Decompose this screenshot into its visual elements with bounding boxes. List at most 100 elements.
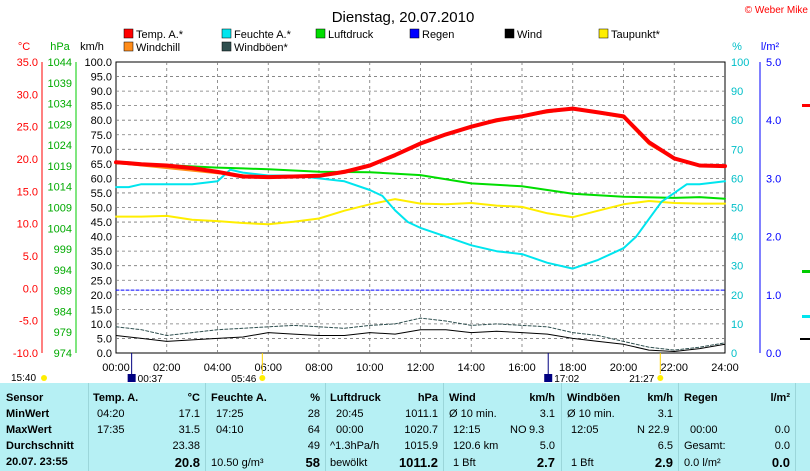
legend-label: Taupunkt* bbox=[611, 29, 661, 41]
pressure-tick-label: 1034 bbox=[48, 99, 72, 111]
legend-label: Wind bbox=[517, 29, 542, 41]
sun-markers: 15:40 00:37 05:46 17:02 21:27 bbox=[11, 353, 664, 383]
x-tick-label: 08:00 bbox=[305, 362, 333, 374]
wind-tick-label: 20.0 bbox=[91, 290, 112, 302]
temp-min: 17.1 bbox=[178, 408, 200, 420]
wind-tick-label: 25.0 bbox=[91, 275, 112, 287]
boeen-min-label: Ø 10 min. bbox=[567, 408, 615, 420]
legend-label: Windböen* bbox=[234, 42, 289, 54]
wind-max-time: 12:15 bbox=[453, 424, 481, 436]
wind-tick-label: 80.0 bbox=[91, 115, 112, 127]
wind-tick-label: 0.0 bbox=[97, 348, 112, 360]
humidity-axis-unit: % bbox=[732, 41, 742, 53]
humidity-tick-label: 40 bbox=[731, 232, 743, 244]
rain-tick-label: 1.0 bbox=[766, 290, 781, 302]
feuchte-title: Feuchte A. bbox=[211, 392, 267, 404]
boeen-max-dir: N bbox=[637, 424, 645, 436]
sun-icon bbox=[259, 375, 266, 381]
legend-swatch bbox=[123, 28, 134, 39]
regen-now-label: 0.0 l/m² bbox=[684, 457, 721, 469]
pressure-tick-label: 979 bbox=[54, 327, 72, 339]
series-line-windben bbox=[115, 317, 726, 351]
wind-tick-label: 55.0 bbox=[91, 188, 112, 200]
moon-icon bbox=[127, 374, 136, 382]
wind-tick-label: 50.0 bbox=[91, 203, 112, 215]
regen-max-time: 00:00 bbox=[690, 424, 718, 436]
wind-max: 9.3 bbox=[529, 424, 545, 436]
boeen-unit: km/h bbox=[647, 392, 673, 404]
luftdruck-avg: 1015.9 bbox=[404, 440, 438, 452]
legend-label: Luftdruck bbox=[328, 29, 374, 41]
legend-swatch bbox=[598, 28, 609, 39]
rain-axis-unit: l/m² bbox=[761, 41, 780, 53]
wind-tick-label: 15.0 bbox=[91, 304, 112, 316]
legend-swatch bbox=[221, 28, 232, 39]
moonset-label: 00:37 bbox=[138, 374, 163, 383]
boeen-now-label: 1 Bft bbox=[571, 457, 594, 469]
grid bbox=[116, 62, 725, 353]
x-tick-label: 14:00 bbox=[457, 362, 485, 374]
pressure-tick-label: 1019 bbox=[48, 161, 72, 173]
boeen-title: Windböen bbox=[567, 392, 621, 404]
sun-icon bbox=[41, 375, 47, 381]
row-now: 20.07. 23:55 bbox=[6, 456, 68, 468]
series-line-wind bbox=[115, 329, 726, 352]
row-sensor: Sensor bbox=[6, 392, 44, 404]
copyright: © Weber Mike bbox=[745, 5, 809, 16]
wind-tick-label: 60.0 bbox=[91, 173, 112, 185]
regen-unit: l/m² bbox=[770, 392, 790, 404]
luftdruck-min: 1011.1 bbox=[405, 408, 438, 420]
temp-tick-label: 15.0 bbox=[17, 186, 38, 198]
feuchte-avg: 49 bbox=[307, 440, 320, 452]
x-tick-label: 18:00 bbox=[559, 362, 587, 374]
humidity-tick-label: 30 bbox=[731, 261, 743, 273]
row-min: MinWert bbox=[6, 408, 50, 420]
feuchte-min: 28 bbox=[307, 408, 320, 420]
wind-unit: km/h bbox=[529, 392, 555, 404]
wind-axis-unit: km/h bbox=[80, 41, 104, 53]
humidity-tick-label: 50 bbox=[731, 203, 743, 215]
right-edge-mark-green bbox=[802, 270, 810, 273]
humidity-tick-label: 0 bbox=[731, 348, 737, 360]
sunrise-prev-label: 15:40 bbox=[11, 373, 36, 383]
wind-tick-label: 95.0 bbox=[91, 72, 112, 84]
rain-tick-label: 2.0 bbox=[766, 232, 781, 244]
luftdruck-min-time: 20:45 bbox=[336, 408, 364, 420]
temp-tick-label: 5.0 bbox=[23, 251, 38, 263]
feuchte-max: 64 bbox=[307, 424, 320, 436]
temp-max-time: 17:35 bbox=[97, 424, 125, 436]
legend-label: Regen bbox=[422, 29, 454, 41]
series-line-taupunkt bbox=[115, 198, 726, 226]
series-line-luftdruck bbox=[115, 162, 726, 200]
x-tick-label: 24:00 bbox=[711, 362, 739, 374]
rain-tick-label: 3.0 bbox=[766, 173, 781, 185]
legend: Temp. A.* Feuchte A.* Luftdruck Regen Wind Ta… bbox=[123, 28, 661, 54]
humidity-tick-label: 20 bbox=[731, 290, 743, 302]
pressure-tick-label: 999 bbox=[54, 244, 72, 256]
regen-now: 0.0 bbox=[771, 455, 790, 470]
wind-tick-label: 45.0 bbox=[91, 217, 112, 229]
wind-tick-label: 65.0 bbox=[91, 159, 112, 171]
temp-tick-label: 35.0 bbox=[17, 57, 38, 69]
wind-min: 3.1 bbox=[539, 408, 555, 420]
right-edge-mark-red bbox=[802, 104, 810, 107]
axes: 35.0 30.0 25.0 20.0 15.0 10.0 5.0 0.0 -5.0 -10.0 1… bbox=[13, 57, 781, 374]
wind-min-label: Ø 10 min. bbox=[449, 408, 497, 420]
humidity-tick-label: 10 bbox=[731, 319, 743, 331]
luftdruck-now-label: bewölkt bbox=[330, 457, 368, 469]
feuchte-unit: % bbox=[310, 392, 320, 404]
wind-avg-label: 120.6 km bbox=[453, 440, 499, 452]
pressure-tick-label: 984 bbox=[54, 306, 72, 318]
regen-title: Regen bbox=[684, 392, 718, 404]
wind-tick-label: 5.0 bbox=[97, 333, 112, 345]
col-divider bbox=[205, 383, 206, 471]
wind-now: 2.7 bbox=[536, 455, 555, 470]
x-tick-label: 22:00 bbox=[660, 362, 688, 374]
x-tick-label: 04:00 bbox=[204, 362, 232, 374]
x-tick-label: 12:00 bbox=[407, 362, 435, 374]
regen-max: 0.0 bbox=[774, 424, 790, 436]
legend-swatch bbox=[221, 41, 232, 52]
boeen-avg: 6.5 bbox=[657, 440, 673, 452]
x-tick-label: 10:00 bbox=[356, 362, 384, 374]
pressure-tick-label: 1004 bbox=[48, 223, 72, 235]
